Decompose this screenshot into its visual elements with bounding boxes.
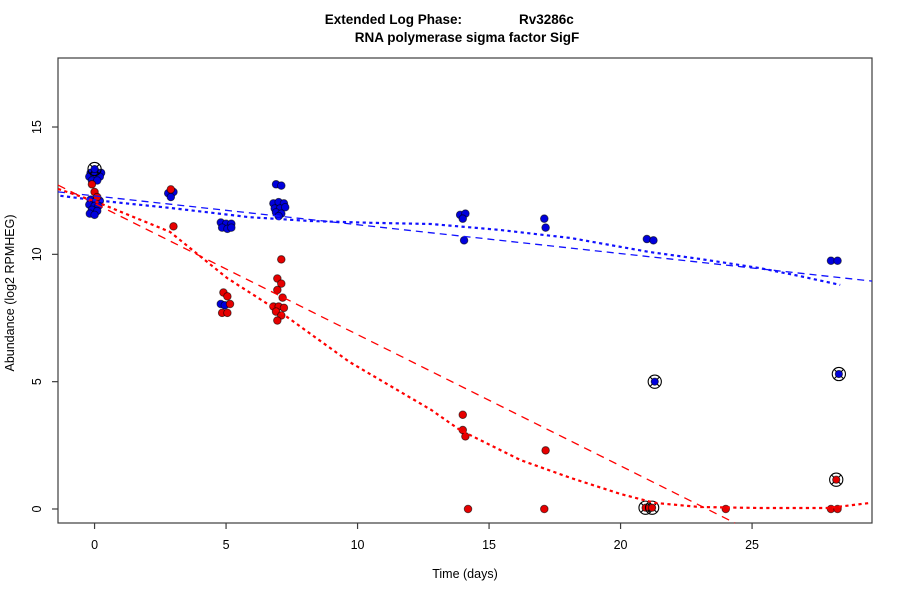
blue-circled-x-outliers-marker <box>87 161 102 177</box>
red-abundance-dot <box>277 255 286 264</box>
y-tick-label: 15 <box>30 120 44 134</box>
plot-title-phase: Extended Log Phase: <box>325 12 462 27</box>
blue-abundance-dot <box>277 181 286 190</box>
red-abundance-dot <box>458 410 468 420</box>
red-circled-x-outliers-marker <box>644 500 660 515</box>
red-abundance-dot <box>87 180 97 189</box>
y-tick-label: 5 <box>30 378 44 385</box>
outlier-point <box>90 164 99 174</box>
outlier-circle <box>829 472 844 487</box>
red-abundance-dot <box>92 192 102 202</box>
red-loess-fit-dotted <box>57 187 871 510</box>
outlier-circle <box>644 500 660 515</box>
outlier-point <box>832 475 841 484</box>
x-tick-label: 20 <box>614 538 628 552</box>
x-tick-label: 15 <box>482 538 496 552</box>
blue-abundance-dot <box>540 214 549 223</box>
blue-circled-x-outliers-marker <box>647 374 662 389</box>
red-abundance-dot <box>279 303 289 313</box>
blue-abundance-dot <box>166 192 176 202</box>
outlier-circle <box>831 366 847 382</box>
red-abundance-dot <box>225 299 235 309</box>
plot-subtitle-gene-name: RNA polymerase sigma factor SigF <box>355 30 580 45</box>
blue-linear-fit-dashed <box>57 191 873 282</box>
blue-loess-fit-dotted <box>60 194 841 286</box>
x-tick-label: 5 <box>223 538 230 552</box>
outlier-point <box>648 503 657 512</box>
x-tick-label: 10 <box>351 538 365 552</box>
red-abundance-dot <box>278 293 287 302</box>
red-abundance-dot <box>540 504 549 514</box>
y-axis-ticks: 0 5 10 15 <box>30 120 58 512</box>
red-abundance-dot <box>273 285 282 295</box>
red-abundance-dot <box>273 316 282 325</box>
red-abundance-dot <box>463 504 473 514</box>
red-abundance-dot <box>169 222 178 231</box>
blue-circled-x-outliers-marker <box>831 366 847 382</box>
x-tick-label: 0 <box>91 538 98 552</box>
blue-abundance-dot <box>458 214 468 223</box>
red-linear-fit-dashed <box>57 184 736 524</box>
blue-abundance-dot <box>90 210 99 220</box>
x-tick-label: 25 <box>745 538 759 552</box>
y-tick-label: 0 <box>30 505 44 512</box>
fit-lines-layer <box>57 184 873 524</box>
x-axis-ticks: 0 5 10 15 20 25 <box>91 523 759 552</box>
blue-abundance-dot <box>833 256 842 265</box>
blue-abundance-dot <box>280 202 290 212</box>
blue-abundance-dot <box>227 223 236 232</box>
y-tick-label: 10 <box>30 247 44 261</box>
red-abundance-dot <box>277 279 286 288</box>
blue-abundance-dot <box>649 236 658 245</box>
red-circled-x-outliers-marker <box>829 472 844 487</box>
red-abundance-dot <box>541 446 550 455</box>
red-abundance-dot <box>166 185 176 194</box>
blue-abundance-dot <box>459 236 469 245</box>
y-axis-title: Abundance (log2 RPMHEG) <box>3 214 17 371</box>
outlier-circle <box>87 161 102 177</box>
red-abundance-dot <box>223 308 232 318</box>
red-abundance-dot <box>223 292 232 301</box>
outlier-point <box>834 369 843 379</box>
data-points-layer <box>85 161 847 515</box>
outlier-point <box>650 377 659 386</box>
outlier-circle <box>647 374 662 389</box>
blue-abundance-dot <box>541 223 550 232</box>
x-axis-title: Time (days) <box>432 567 498 581</box>
plot-box <box>57 57 873 524</box>
plot-title-gene-id: Rv3286c <box>519 12 574 27</box>
